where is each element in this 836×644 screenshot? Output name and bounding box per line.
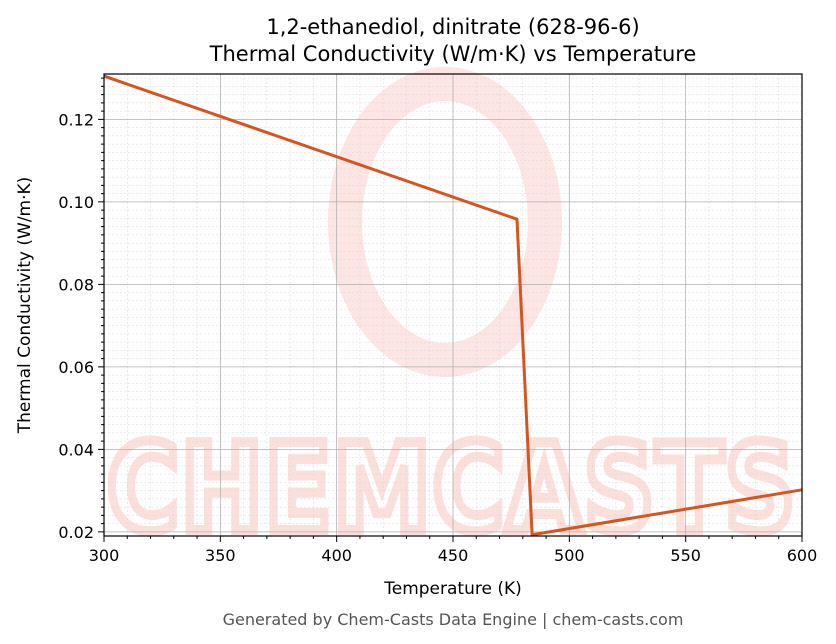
series-layer [103, 74, 803, 537]
ticks: 300 350 400 450 500 550 600 0.02 0.04 0.06 0.08 0.1… [58, 77, 818, 565]
y-tick-label: 0.02 [58, 523, 94, 542]
chart-subtitle: Thermal Conductivity (W/m·K) vs Temperat… [209, 42, 697, 66]
watermark-text: CHEMCASTS [107, 420, 797, 559]
series-line [103, 74, 803, 537]
x-tick-label: 450 [438, 546, 469, 565]
y-tick-label: 0.06 [58, 358, 94, 377]
x-tick-label: 350 [205, 546, 236, 565]
grid [103, 74, 803, 536]
x-tick-label: 600 [787, 546, 818, 565]
y-axis-label: Thermal Conductivity (W/m·K) [15, 177, 35, 435]
x-axis-label: Temperature (K) [383, 579, 522, 599]
chart-title: 1,2-ethanediol, dinitrate (628-96-6) [266, 15, 639, 39]
y-tick-label: 0.12 [58, 110, 94, 129]
watermark: CHEMCASTS [102, 67, 800, 564]
x-tick-label: 500 [554, 546, 585, 565]
y-tick-label: 0.08 [58, 275, 94, 294]
x-tick-label: 300 [89, 546, 120, 565]
footer-credit: Generated by Chem-Casts Data Engine | ch… [223, 610, 684, 629]
x-tick-label: 550 [670, 546, 701, 565]
y-tick-label: 0.10 [58, 193, 94, 212]
watermark-ring-icon [328, 67, 562, 377]
y-tick-label: 0.04 [58, 440, 94, 459]
x-tick-label: 400 [321, 546, 352, 565]
